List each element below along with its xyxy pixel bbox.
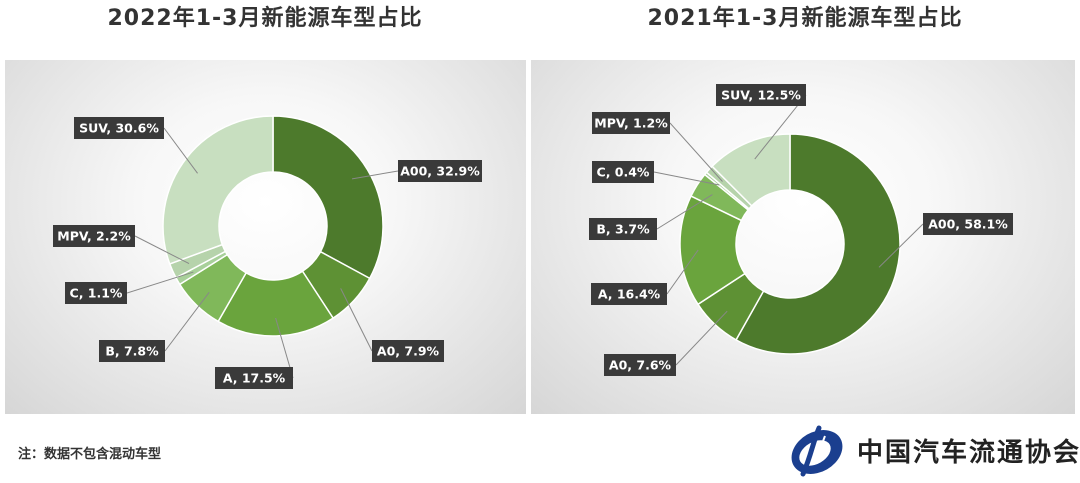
data-label-box bbox=[589, 218, 657, 240]
leader-line-b bbox=[656, 194, 713, 230]
leader-line-a00 bbox=[351, 170, 399, 180]
data-label-box bbox=[398, 160, 482, 182]
data-label-box bbox=[74, 117, 164, 139]
leader-line-mpv bbox=[669, 122, 723, 182]
data-label-a0: A0, 7.9% bbox=[372, 340, 444, 362]
data-label-suv: SUV, 30.6% bbox=[74, 117, 164, 139]
data-label-box bbox=[591, 283, 667, 305]
data-label-text: B, 3.7% bbox=[596, 222, 650, 237]
data-label-mpv: MPV, 2.2% bbox=[53, 225, 135, 247]
chart-panel-2021: A00, 58.1% A0, 7.6% A, 16.4% B, 3.7% C, 0.4%… bbox=[531, 60, 1075, 414]
slice-a00 bbox=[735, 133, 901, 355]
data-label-box bbox=[592, 112, 670, 134]
leader-line-b bbox=[164, 291, 210, 352]
leader-line-c bbox=[126, 271, 194, 294]
leader-lines-2021 bbox=[653, 94, 924, 366]
data-label-text: SUV, 12.5% bbox=[721, 88, 801, 103]
data-label-box bbox=[215, 367, 293, 389]
data-label-text: SUV, 30.6% bbox=[79, 121, 159, 136]
data-labels-2022: A00, 32.9% A0, 7.9% A, 17.5% B, 7.8% C, 1.1%… bbox=[53, 117, 482, 389]
leader-line-suv bbox=[163, 127, 198, 174]
data-label-a0: A0, 7.6% bbox=[604, 354, 676, 376]
data-label-box bbox=[716, 84, 806, 106]
chart-title-2022: 2022年1-3月新能源车型占比 bbox=[107, 6, 423, 31]
data-label-a00: A00, 58.1% bbox=[923, 213, 1013, 235]
logo-text: 中国汽车流通协会 bbox=[857, 438, 1080, 468]
data-label-box bbox=[65, 282, 127, 304]
data-label-b: B, 7.8% bbox=[99, 340, 165, 362]
data-label-box bbox=[372, 340, 444, 362]
data-label-a: A, 16.4% bbox=[591, 283, 667, 305]
data-label-c: C, 1.1% bbox=[65, 282, 127, 304]
donut-chart-2022: A00, 32.9% A0, 7.9% A, 17.5% B, 7.8% C, 1.1%… bbox=[53, 115, 482, 389]
leader-line-mpv bbox=[134, 235, 190, 265]
chart-panel-2022: A00, 32.9% A0, 7.9% A, 17.5% B, 7.8% C, 1.1%… bbox=[5, 60, 526, 414]
data-label-a00: A00, 32.9% bbox=[398, 160, 482, 182]
data-label-text: MPV, 1.2% bbox=[594, 116, 668, 131]
data-label-mpv: MPV, 1.2% bbox=[592, 112, 670, 134]
data-label-box bbox=[923, 213, 1013, 235]
data-label-c: C, 0.4% bbox=[592, 161, 654, 183]
data-label-text: C, 0.4% bbox=[597, 165, 650, 180]
data-labels-2021: A00, 58.1% A0, 7.6% A, 16.4% B, 3.7% C, 0.4%… bbox=[589, 84, 1013, 376]
slice-suv bbox=[162, 115, 274, 265]
donut-chart-2021: A00, 58.1% A0, 7.6% A, 16.4% B, 3.7% C, 0.4%… bbox=[589, 84, 1013, 376]
data-label-text: A00, 58.1% bbox=[928, 217, 1008, 232]
logo: 中国汽车流通协会 bbox=[785, 422, 1080, 479]
slice-a00 bbox=[272, 115, 384, 280]
data-label-box bbox=[592, 161, 654, 183]
leader-line-a0 bbox=[340, 288, 373, 352]
donut-slices-2021 bbox=[679, 133, 901, 355]
leader-line-a0 bbox=[675, 310, 728, 366]
donut-slices-2022 bbox=[162, 115, 384, 337]
data-label-box bbox=[604, 354, 676, 376]
leader-line-c bbox=[653, 171, 720, 186]
data-label-a: A, 17.5% bbox=[215, 367, 293, 389]
data-label-text: A, 17.5% bbox=[223, 371, 286, 386]
data-label-b: B, 3.7% bbox=[589, 218, 657, 240]
data-label-text: A, 16.4% bbox=[598, 287, 661, 302]
cada-logo-icon bbox=[791, 425, 843, 477]
leader-line-a bbox=[666, 249, 699, 295]
data-label-text: B, 7.8% bbox=[105, 344, 159, 359]
data-label-text: A0, 7.9% bbox=[377, 344, 440, 359]
data-label-text: C, 1.1% bbox=[70, 286, 123, 301]
data-label-suv: SUV, 12.5% bbox=[716, 84, 806, 106]
slice-suv bbox=[711, 133, 791, 207]
data-label-text: A00, 32.9% bbox=[400, 164, 480, 179]
data-label-text: A0, 7.6% bbox=[609, 358, 672, 373]
data-label-text: MPV, 2.2% bbox=[57, 229, 131, 244]
leader-line-a00 bbox=[878, 223, 924, 268]
footnote: 注：数据不包含混动车型 bbox=[18, 447, 162, 462]
data-label-box bbox=[53, 225, 135, 247]
data-label-box bbox=[99, 340, 165, 362]
chart-title-2021: 2021年1-3月新能源车型占比 bbox=[647, 6, 963, 31]
